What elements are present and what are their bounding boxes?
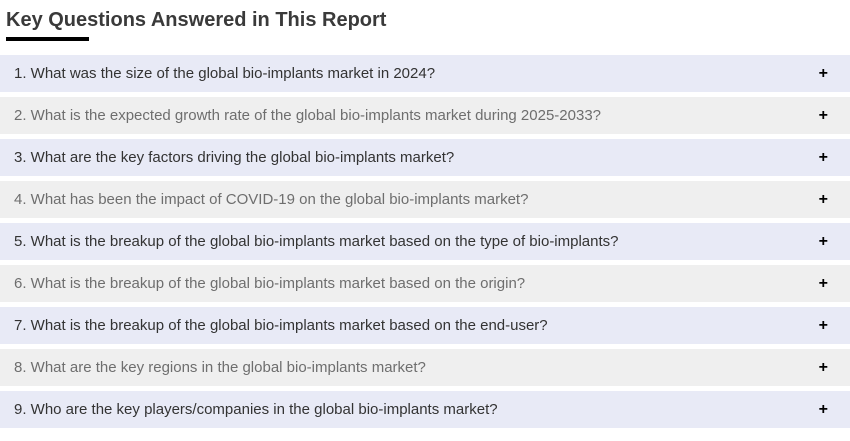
faq-row[interactable]: 2. What is the expected growth rate of t… [0, 97, 850, 134]
section-header: Key Questions Answered in This Report [0, 0, 850, 41]
question-text: 5. What is the breakup of the global bio… [14, 233, 619, 250]
expand-plus-icon[interactable]: + [818, 190, 828, 208]
faq-accordion-list: 1. What was the size of the global bio-i… [0, 55, 850, 428]
faq-row[interactable]: 6. What is the breakup of the global bio… [0, 265, 850, 302]
question-text: 8. What are the key regions in the globa… [14, 359, 426, 376]
faq-row[interactable]: 8. What are the key regions in the globa… [0, 349, 850, 386]
question-text: 6. What is the breakup of the global bio… [14, 275, 526, 292]
expand-plus-icon[interactable]: + [818, 106, 828, 124]
question-text: 1. What was the size of the global bio-i… [14, 65, 436, 82]
expand-plus-icon[interactable]: + [818, 148, 828, 166]
question-text: 4. What has been the impact of COVID-19 … [14, 191, 529, 208]
expand-plus-icon[interactable]: + [818, 316, 828, 334]
expand-plus-icon[interactable]: + [818, 232, 828, 250]
faq-row[interactable]: 3. What are the key factors driving the … [0, 139, 850, 176]
title-underline [6, 37, 89, 41]
expand-plus-icon[interactable]: + [818, 400, 828, 418]
faq-row[interactable]: 7. What is the breakup of the global bio… [0, 307, 850, 344]
page-title: Key Questions Answered in This Report [6, 9, 387, 31]
expand-plus-icon[interactable]: + [818, 64, 828, 82]
question-text: 7. What is the breakup of the global bio… [14, 317, 548, 334]
expand-plus-icon[interactable]: + [818, 274, 828, 292]
expand-plus-icon[interactable]: + [818, 358, 828, 376]
question-text: 2. What is the expected growth rate of t… [14, 107, 602, 124]
faq-row[interactable]: 4. What has been the impact of COVID-19 … [0, 181, 850, 218]
faq-row[interactable]: 5. What is the breakup of the global bio… [0, 223, 850, 260]
question-text: 3. What are the key factors driving the … [14, 149, 455, 166]
question-text: 9. Who are the key players/companies in … [14, 401, 498, 418]
faq-row[interactable]: 9. Who are the key players/companies in … [0, 391, 850, 428]
faq-row[interactable]: 1. What was the size of the global bio-i… [0, 55, 850, 92]
